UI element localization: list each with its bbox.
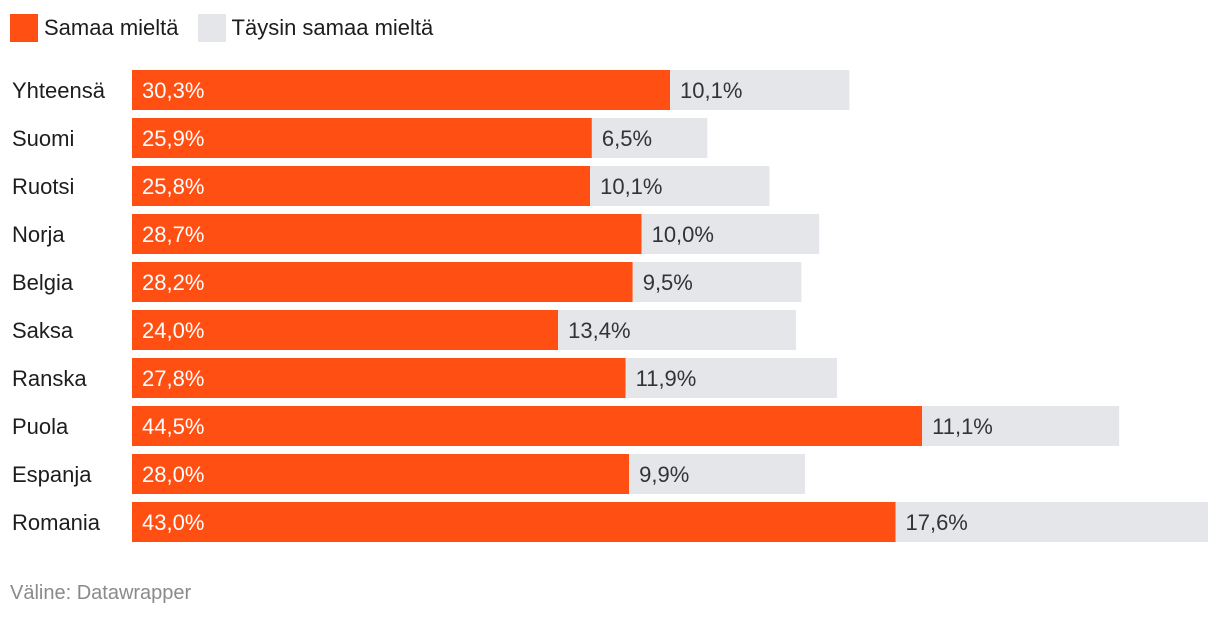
value-label-taysin: 11,1% xyxy=(932,414,993,439)
category-label: Espanja xyxy=(12,462,92,487)
category-label: Saksa xyxy=(12,318,74,343)
value-label-taysin: 17,6% xyxy=(905,510,967,535)
value-label-taysin: 6,5% xyxy=(602,126,652,151)
legend-label-taysin: Täysin samaa mieltä xyxy=(231,15,434,40)
bar-segment-taysin xyxy=(629,454,805,494)
bar-segment-taysin xyxy=(632,262,802,302)
legend-item-samaa: Samaa mieltä xyxy=(10,14,179,42)
value-label-taysin: 9,5% xyxy=(643,270,693,295)
bar-row: Espanja 28,0% 9,9% xyxy=(12,454,805,494)
value-label-samaa: 27,8% xyxy=(142,366,204,391)
bar-row: Romania 43,0% 17,6% xyxy=(12,502,1208,542)
value-label-taysin: 11,9% xyxy=(636,366,697,391)
bar-chart: Yhteensä 30,3% 10,1% Suomi 25,9% 6,5% Ruotsi 25… xyxy=(12,70,1208,542)
bar-row: Ruotsi 25,8% 10,1% xyxy=(12,166,770,206)
bar-segment-taysin xyxy=(922,406,1120,446)
value-label-samaa: 25,8% xyxy=(142,174,204,199)
bar-row: Ranska 27,8% 11,9% xyxy=(12,358,837,398)
value-label-taysin: 13,4% xyxy=(568,318,630,343)
bar-row: Suomi 25,9% 6,5% xyxy=(12,118,708,158)
category-label: Belgia xyxy=(12,270,74,295)
value-label-samaa: 43,0% xyxy=(142,510,204,535)
bar-segment-taysin xyxy=(625,358,837,398)
value-label-samaa: 30,3% xyxy=(142,78,204,103)
value-label-samaa: 28,7% xyxy=(142,222,204,247)
value-label-samaa: 24,0% xyxy=(142,318,204,343)
legend: Samaa mieltä Täysin samaa mieltä xyxy=(10,13,452,43)
bar-segment-samaa xyxy=(132,214,642,254)
category-label: Ranska xyxy=(12,366,87,391)
bar-segment-samaa xyxy=(132,358,626,398)
legend-swatch-samaa xyxy=(10,14,38,42)
bar-segment-taysin xyxy=(590,166,770,206)
value-label-samaa: 44,5% xyxy=(142,414,204,439)
bar-segment-samaa xyxy=(132,166,591,206)
value-label-samaa: 25,9% xyxy=(142,126,204,151)
bar-segment-taysin xyxy=(670,70,850,110)
bar-row: Belgia 28,2% 9,5% xyxy=(12,262,802,302)
category-label: Norja xyxy=(12,222,65,247)
bar-row: Saksa 24,0% 13,4% xyxy=(12,310,797,350)
category-label: Ruotsi xyxy=(12,174,74,199)
bar-segment-taysin xyxy=(641,214,820,254)
bar-segment-samaa xyxy=(132,454,630,494)
bar-segment-samaa xyxy=(132,262,633,302)
bar-segment-taysin xyxy=(591,118,708,158)
value-label-samaa: 28,0% xyxy=(142,462,204,487)
bar-row: Yhteensä 30,3% 10,1% xyxy=(12,70,850,110)
category-label: Puola xyxy=(12,414,69,439)
bar-segment-samaa xyxy=(132,70,670,110)
legend-item-taysin: Täysin samaa mieltä xyxy=(197,14,434,42)
category-label: Yhteensä xyxy=(12,78,106,103)
category-label: Romania xyxy=(12,510,101,535)
bar-segment-samaa xyxy=(132,406,923,446)
bar-row: Puola 44,5% 11,1% xyxy=(12,406,1120,446)
category-label: Suomi xyxy=(12,126,74,151)
bar-row: Norja 28,7% 10,0% xyxy=(12,214,820,254)
bar-segment-taysin xyxy=(895,502,1208,542)
bar-segment-samaa xyxy=(132,502,896,542)
source-note: Väline: Datawrapper xyxy=(10,582,192,604)
value-label-taysin: 10,0% xyxy=(652,222,714,247)
bar-segment-samaa xyxy=(132,310,559,350)
bar-segment-taysin xyxy=(558,310,797,350)
bar-segment-samaa xyxy=(132,118,592,158)
value-label-taysin: 10,1% xyxy=(680,78,742,103)
value-label-taysin: 9,9% xyxy=(639,462,689,487)
legend-swatch-taysin xyxy=(197,14,226,42)
legend-label-samaa: Samaa mieltä xyxy=(44,15,179,40)
value-label-taysin: 10,1% xyxy=(600,174,662,199)
value-label-samaa: 28,2% xyxy=(142,270,204,295)
